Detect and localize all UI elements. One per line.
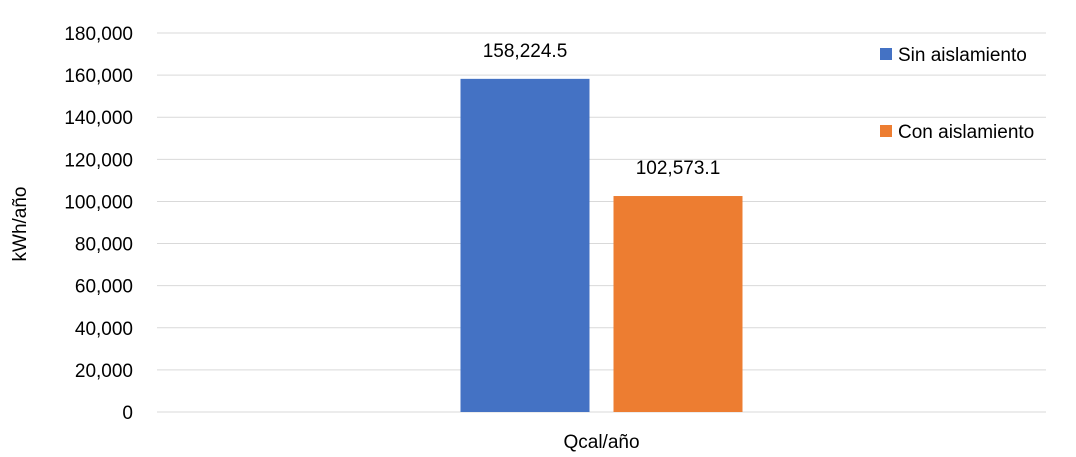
gridlines xyxy=(157,32,1046,413)
y-axis-tick-labels: 0 20,000 40,000 60,000 80,000 100,000 120,000 1… xyxy=(64,24,133,424)
legend-swatch xyxy=(880,48,892,60)
y-tick-label: 60,000 xyxy=(75,277,133,298)
y-tick-label: 80,000 xyxy=(75,235,133,256)
x-category-label: Qcal/año xyxy=(563,432,639,453)
bar-sin-aislamiento xyxy=(460,78,590,413)
y-tick-label: 100,000 xyxy=(64,192,133,213)
y-tick-label: 40,000 xyxy=(75,319,133,340)
legend-swatch xyxy=(880,125,892,137)
bar-con-aislamiento xyxy=(613,196,743,412)
y-tick-label: 140,000 xyxy=(64,108,133,129)
data-label: 102,573.1 xyxy=(636,158,721,179)
x-axis-category-labels: Qcal/año xyxy=(563,432,639,453)
data-label: 158,224.5 xyxy=(483,41,568,62)
y-tick-label: 0 xyxy=(122,403,133,424)
y-tick-label: 120,000 xyxy=(64,150,133,171)
legend-label: Sin aislamiento xyxy=(898,45,1027,66)
y-tick-label: 180,000 xyxy=(64,24,133,45)
legend: Sin aislamiento Con aislamiento xyxy=(880,45,1034,143)
bars xyxy=(460,78,743,413)
y-tick-label: 20,000 xyxy=(75,361,133,382)
y-axis-label: kWh/año xyxy=(10,187,31,262)
legend-label: Con aislamiento xyxy=(898,122,1034,143)
data-labels: 158,224.5 102,573.1 xyxy=(483,41,721,179)
y-tick-label: 160,000 xyxy=(64,66,133,87)
